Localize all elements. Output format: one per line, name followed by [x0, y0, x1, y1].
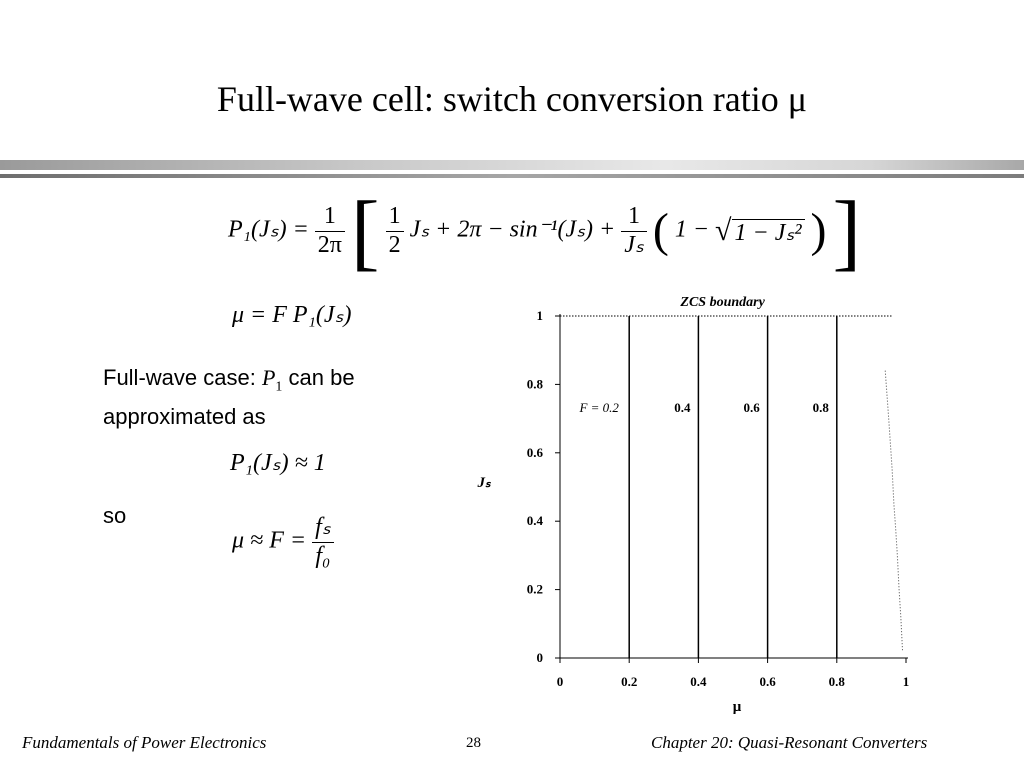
- y-tick-label: 0.4: [527, 513, 544, 528]
- eq1-middle-terms: Jₛ + 2π − sin⁻¹(Jₛ) +: [409, 216, 616, 243]
- equation-p1-approx: P₁(Jₛ) ≈ 1: [230, 450, 326, 476]
- footer-chapter: Chapter 20: Quasi-Resonant Converters: [651, 733, 928, 752]
- series-label-2: 0.4: [674, 400, 691, 415]
- conversion-ratio-chart: 0 0.2 0.4 0.6 0.8 1 0 0.2 0.4 0.6 0.8 1 F = 0.2 0.4 0.…: [476, 295, 910, 715]
- page-number: 28: [466, 735, 481, 751]
- eq1-one-minus: 1 −: [674, 216, 710, 243]
- y-tick-label: 0.8: [527, 376, 544, 391]
- x-tick-label: 0.2: [621, 674, 637, 689]
- eq4-lhs: μ ≈ F =: [232, 527, 307, 554]
- eq1-right-bracket: ]: [832, 183, 862, 279]
- x-tick-label: 0.8: [829, 674, 846, 689]
- x-tick-label: 1: [903, 674, 910, 689]
- right-boundary-curve: [884, 370, 904, 652]
- eq1-left-bracket: [: [350, 183, 380, 279]
- x-tick-label: 0.4: [690, 674, 707, 689]
- eq1-left-paren: (: [652, 204, 669, 257]
- eq1-right-paren: ): [810, 204, 827, 257]
- eq1-half: 1 2: [385, 203, 404, 259]
- eq1-coef: 1 2π: [314, 203, 345, 259]
- x-axis-label: μ: [733, 699, 742, 715]
- x-tick-label: 0.6: [759, 674, 776, 689]
- title-divider-top: [0, 160, 1024, 170]
- so-text: so: [103, 503, 127, 528]
- eq4-frac: fₛ f₀: [312, 514, 334, 570]
- y-tick-label: 1: [537, 308, 544, 323]
- series-label-3: 0.6: [743, 400, 760, 415]
- eq1-inv-js: 1 Jₛ: [621, 203, 647, 259]
- eq1-lhs: P₁(Jₛ) =: [228, 216, 309, 243]
- y-tick-label: 0.2: [527, 582, 543, 597]
- equation-mu-approx: μ ≈ F = fₛ f₀: [232, 514, 334, 570]
- title-divider-bottom: [0, 174, 1024, 178]
- y-tick-label: 0.6: [527, 445, 544, 460]
- eq1-sqrt: √ 1 − Jₛ²: [715, 214, 805, 248]
- zcs-boundary-label: ZCS boundary: [679, 295, 765, 310]
- slide-title: Full-wave cell: switch conversion ratio …: [216, 79, 808, 119]
- y-axis-label: Jₛ: [476, 475, 492, 491]
- full-wave-case-text: Full-wave case: P1 can be approximated a…: [103, 365, 355, 430]
- x-tick-label: 0: [557, 674, 564, 689]
- equation-mu: μ = F P₁(Jₛ): [232, 302, 352, 328]
- y-tick-label: 0: [537, 650, 544, 665]
- equation-p1: P₁(Jₛ) = 1 2π [ 1 2 Jₛ + 2π − sin⁻¹(Jₛ) …: [228, 188, 861, 274]
- footer-book-title: Fundamentals of Power Electronics: [22, 733, 267, 752]
- series-label-1: F = 0.2: [578, 400, 619, 415]
- series-label-4: 0.8: [813, 400, 830, 415]
